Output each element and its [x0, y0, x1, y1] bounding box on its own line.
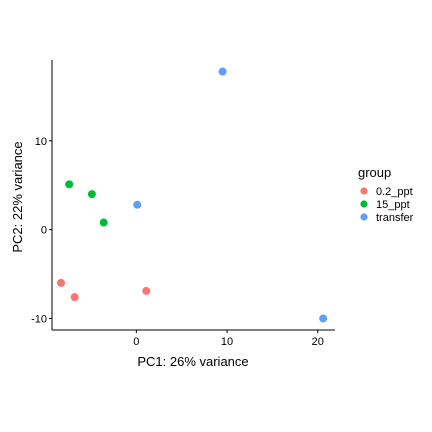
data-point-15_ppt	[87, 190, 96, 199]
y-tick-label: -10	[31, 313, 47, 325]
y-axis-title: PC2: 22% variance	[10, 141, 25, 252]
points-layer	[57, 67, 328, 323]
data-point-0.2_ppt	[57, 278, 66, 287]
x-tick-label: 20	[312, 336, 324, 348]
data-point-0.2_ppt	[142, 286, 151, 295]
y-tick-label: 0	[41, 225, 47, 237]
y-tick-label: 10	[35, 136, 47, 148]
data-point-15_ppt	[65, 180, 74, 189]
data-point-transfer	[218, 67, 227, 76]
data-point-transfer	[319, 314, 328, 323]
data-point-0.2_ppt	[70, 293, 79, 302]
legend-key-15_ppt	[360, 200, 368, 208]
data-point-15_ppt	[99, 218, 108, 227]
legend-label-transfer: transfer	[376, 212, 414, 224]
legend-title: group	[358, 165, 391, 180]
legend-key-0.2_ppt	[360, 187, 368, 195]
legend-label-0.2_ppt: 0.2_ppt	[376, 186, 413, 198]
x-tick-label: 10	[221, 336, 233, 348]
x-axis-title: PC1: 26% variance	[137, 354, 248, 369]
x-tick-label: 0	[133, 336, 139, 348]
legend-key-transfer	[360, 213, 368, 221]
x-axis: 0 10 20	[52, 329, 335, 348]
y-axis: -10 0 10	[31, 60, 53, 330]
legend-label-15_ppt: 15_ppt	[376, 199, 410, 211]
data-point-transfer	[133, 200, 142, 209]
